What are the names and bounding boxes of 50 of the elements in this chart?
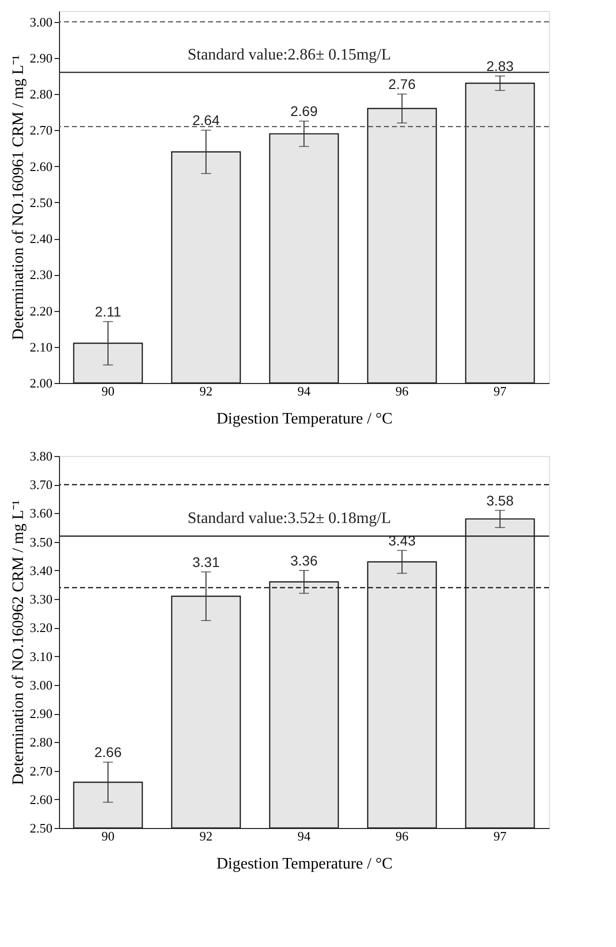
x-tick-label: 96 bbox=[396, 384, 409, 398]
y-tick-label: 2.80 bbox=[30, 734, 52, 750]
y-tick-label: 3.60 bbox=[30, 506, 52, 521]
data-label: 2.83 bbox=[486, 58, 514, 74]
x-axis-title: Digestion Temperature / °C bbox=[216, 856, 393, 872]
y-tick-label: 3.50 bbox=[30, 534, 52, 550]
y-tick-label: 2.60 bbox=[30, 158, 52, 174]
y-tick-label: 3.00 bbox=[30, 677, 52, 692]
y-tick-label: 2.90 bbox=[30, 50, 52, 66]
data-label: 2.64 bbox=[192, 112, 220, 128]
x-tick-label: 97 bbox=[494, 384, 507, 398]
y-tick-label: 3.70 bbox=[30, 477, 52, 492]
x-tick-label: 92 bbox=[200, 384, 212, 398]
y-tick-label: 2.10 bbox=[30, 339, 52, 354]
y-tick-label: 3.20 bbox=[30, 620, 52, 636]
x-tick-label: 94 bbox=[298, 828, 311, 844]
x-tick-label: 90 bbox=[102, 384, 114, 398]
data-label: 3.58 bbox=[486, 492, 514, 508]
x-tick-label: 94 bbox=[298, 384, 311, 398]
y-tick-label: 3.10 bbox=[30, 648, 52, 664]
y-tick-label: 2.00 bbox=[30, 376, 52, 390]
y-axis-title: Determination of NO.160961 CRM / mg L⁻¹ bbox=[10, 54, 27, 340]
y-axis-title: Determination of NO.160962 CRM / mg L⁻¹ bbox=[10, 500, 27, 785]
data-label: 3.31 bbox=[192, 554, 220, 570]
x-tick-label: 90 bbox=[102, 828, 114, 844]
y-tick-label: 2.70 bbox=[30, 122, 52, 138]
y-tick-label: 2.80 bbox=[30, 86, 52, 102]
y-tick-label: 2.30 bbox=[30, 267, 52, 282]
y-tick-label: 2.60 bbox=[30, 792, 52, 807]
y-tick-label: 3.30 bbox=[30, 592, 52, 607]
y-tick-label: 3.00 bbox=[30, 14, 52, 30]
data-label: 2.66 bbox=[94, 744, 122, 760]
x-tick-label: 97 bbox=[494, 828, 507, 844]
y-tick-label: 2.40 bbox=[30, 231, 52, 246]
data-label: 3.36 bbox=[290, 552, 318, 568]
x-tick-label: 92 bbox=[200, 828, 212, 844]
y-tick-label: 2.90 bbox=[30, 706, 52, 722]
ref-line-label: Standard value:3.52± 0.18mg/L bbox=[188, 510, 392, 528]
x-tick-label: 96 bbox=[396, 828, 409, 844]
data-label: 2.76 bbox=[388, 76, 416, 92]
y-tick-label: 2.70 bbox=[30, 763, 52, 778]
ref-line-label: Standard value:2.86± 0.15mg/L bbox=[188, 46, 392, 64]
y-tick-label: 2.20 bbox=[30, 303, 52, 318]
data-label: 2.69 bbox=[290, 103, 318, 120]
y-tick-label: 2.50 bbox=[30, 194, 52, 210]
y-tick-label: 3.40 bbox=[30, 562, 52, 578]
data-label: 2.11 bbox=[94, 304, 122, 320]
y-tick-label: 2.50 bbox=[30, 820, 52, 836]
x-axis-title: Digestion Temperature / °C bbox=[216, 410, 393, 428]
y-tick-label: 3.80 bbox=[30, 448, 52, 464]
